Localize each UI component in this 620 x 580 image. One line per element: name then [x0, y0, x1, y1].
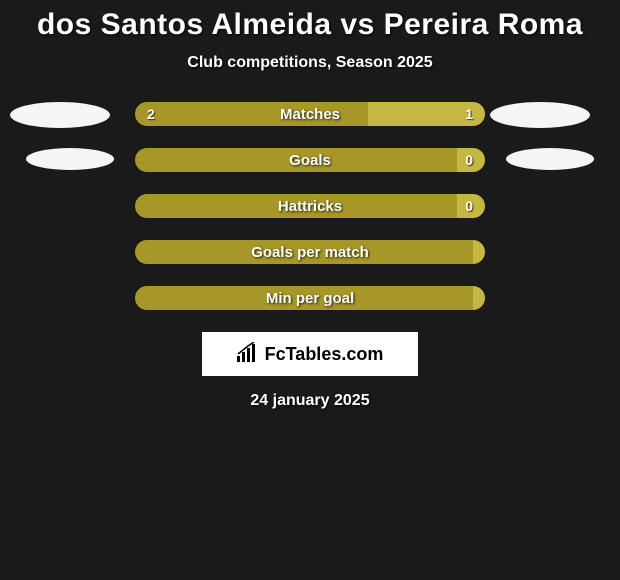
bar-label: Goals per match: [251, 244, 369, 261]
bar-right-segment: [473, 240, 485, 264]
brand-box: FcTables.com: [202, 332, 418, 376]
stat-row: 0 Goals: [0, 148, 620, 172]
bar-right-segment: 1: [368, 102, 485, 126]
bar-right-segment: 0: [457, 148, 485, 172]
bar-right-segment: 0: [457, 194, 485, 218]
bar-label: Matches: [280, 106, 340, 123]
bar-label: Hattricks: [278, 198, 342, 215]
bar-label: Min per goal: [266, 290, 354, 307]
comparison-chart: 21Matches0Goals0HattricksGoals per match…: [0, 102, 620, 310]
chart-icon: [237, 342, 259, 367]
stat-row: 0 Hattricks: [0, 194, 620, 218]
bar-right-segment: [473, 286, 485, 310]
stat-row: Goals per match: [0, 240, 620, 264]
date-text: 24 january 2025: [0, 392, 620, 410]
brand-text: FcTables.com: [265, 344, 384, 365]
stat-row: 21Matches: [0, 102, 620, 126]
bar-label: Goals: [289, 152, 331, 169]
subtitle: Club competitions, Season 2025: [0, 54, 620, 72]
page-title: dos Santos Almeida vs Pereira Roma: [0, 8, 620, 42]
stat-row: Min per goal: [0, 286, 620, 310]
